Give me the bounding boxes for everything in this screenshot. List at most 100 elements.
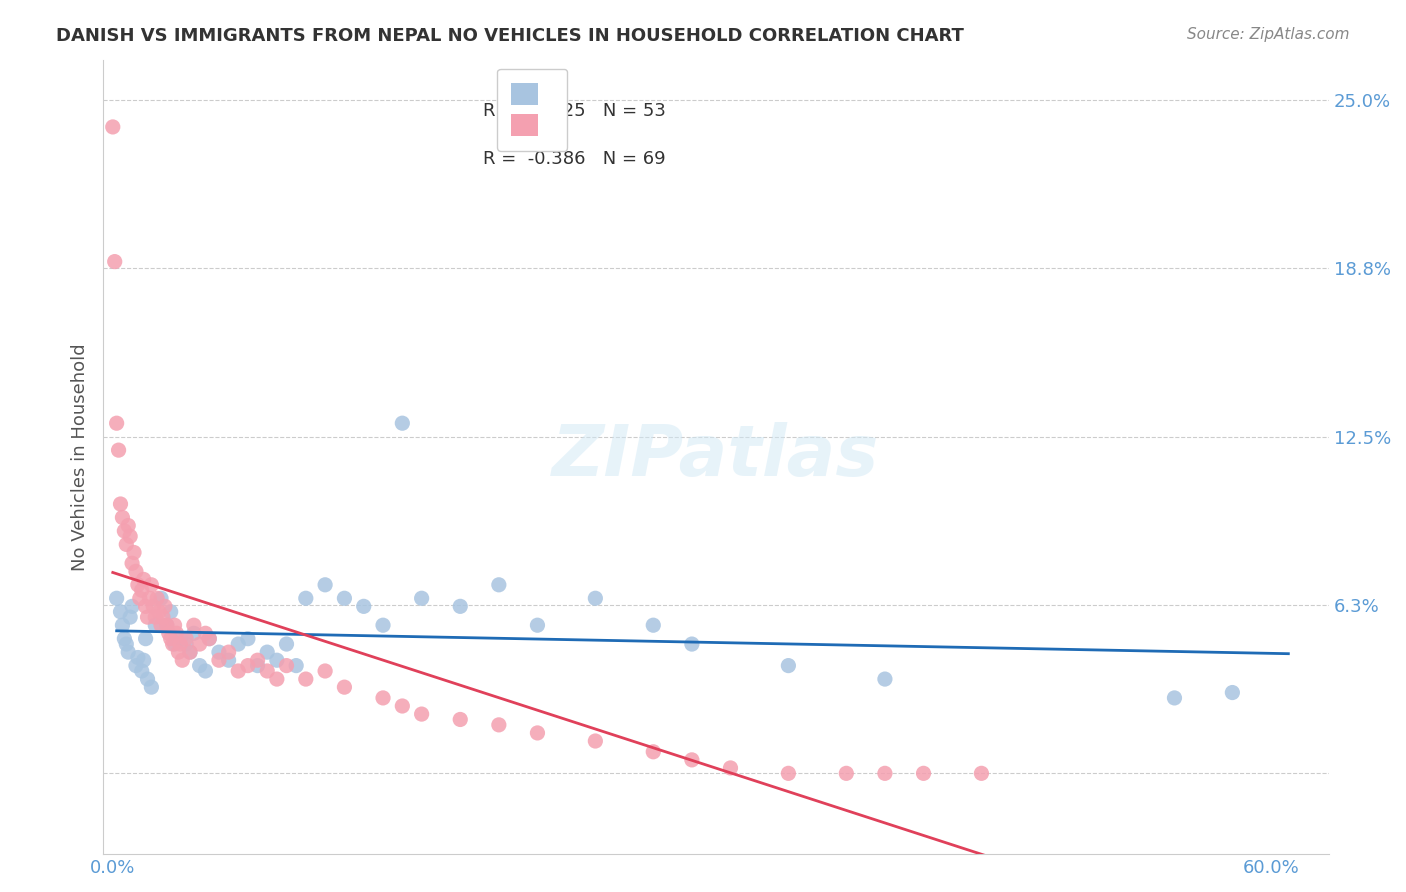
Point [198, 632, 221, 646]
Point [266, 653, 288, 667]
Point [120, 529, 142, 543]
Point [135, 632, 157, 646]
Point [188, 658, 211, 673]
Text: R =  -0.125   N = 53: R = -0.125 N = 53 [484, 103, 666, 120]
Point [135, 599, 157, 614]
Point [121, 556, 143, 570]
Point [488, 578, 510, 592]
Point [285, 658, 308, 673]
Point [526, 726, 548, 740]
Point [314, 578, 336, 592]
Point [115, 637, 138, 651]
Point [912, 766, 935, 780]
Point [194, 664, 217, 678]
Point [112, 632, 135, 646]
Point [128, 591, 150, 606]
Point [169, 637, 191, 651]
Point [583, 734, 606, 748]
Point [125, 565, 148, 579]
Point [835, 766, 858, 780]
Point [105, 591, 128, 606]
Point [333, 591, 356, 606]
Point [179, 645, 201, 659]
Point [208, 645, 231, 659]
Point [208, 653, 231, 667]
Point [970, 766, 993, 780]
Point [141, 680, 163, 694]
Point [488, 718, 510, 732]
Point [179, 645, 201, 659]
Point [391, 698, 413, 713]
Point [117, 518, 139, 533]
Point [188, 637, 211, 651]
Point [163, 637, 186, 651]
Point [132, 653, 155, 667]
Point [198, 632, 221, 646]
Point [226, 664, 249, 678]
Point [174, 632, 197, 646]
Legend: , : , [496, 69, 568, 151]
Point [163, 618, 186, 632]
Text: R =  -0.386   N = 69: R = -0.386 N = 69 [484, 150, 665, 168]
Point [174, 637, 197, 651]
Point [183, 626, 205, 640]
Point [266, 672, 288, 686]
Text: ZIPatlas: ZIPatlas [553, 423, 880, 491]
Text: DANISH VS IMMIGRANTS FROM NEPAL NO VEHICLES IN HOUSEHOLD CORRELATION CHART: DANISH VS IMMIGRANTS FROM NEPAL NO VEHIC… [56, 27, 965, 45]
Point [156, 618, 179, 632]
Point [183, 618, 205, 632]
Point [136, 672, 159, 686]
Point [107, 443, 129, 458]
Point [276, 658, 298, 673]
Point [132, 573, 155, 587]
Point [371, 690, 394, 705]
Point [194, 626, 217, 640]
Point [117, 645, 139, 659]
Point [125, 658, 148, 673]
Point [778, 658, 800, 673]
Point [121, 599, 143, 614]
Point [778, 766, 800, 780]
Point [131, 583, 153, 598]
Point [1163, 690, 1185, 705]
Point [295, 672, 318, 686]
Point [143, 610, 166, 624]
Point [110, 605, 132, 619]
Point [122, 545, 145, 559]
Point [105, 416, 128, 430]
Point [391, 416, 413, 430]
Point [166, 626, 188, 640]
Point [136, 610, 159, 624]
Point [159, 632, 181, 646]
Point [110, 497, 132, 511]
Point [120, 610, 142, 624]
Point [643, 745, 665, 759]
Point [152, 610, 174, 624]
Point [150, 591, 173, 606]
Point [353, 599, 375, 614]
Point [111, 618, 134, 632]
Point [226, 637, 249, 651]
Point [138, 591, 160, 606]
Point [720, 761, 742, 775]
Point [526, 618, 548, 632]
Point [276, 637, 298, 651]
Point [153, 599, 176, 614]
Point [104, 254, 127, 268]
Point [411, 707, 433, 722]
Point [681, 637, 703, 651]
Point [156, 618, 179, 632]
Point [449, 599, 471, 614]
Point [583, 591, 606, 606]
Point [681, 753, 703, 767]
Point [127, 650, 149, 665]
Point [172, 653, 194, 667]
Point [127, 578, 149, 592]
Point [167, 645, 190, 659]
Point [131, 664, 153, 678]
Point [218, 653, 240, 667]
Point [333, 680, 356, 694]
Point [256, 645, 278, 659]
Point [246, 653, 269, 667]
Point [143, 618, 166, 632]
